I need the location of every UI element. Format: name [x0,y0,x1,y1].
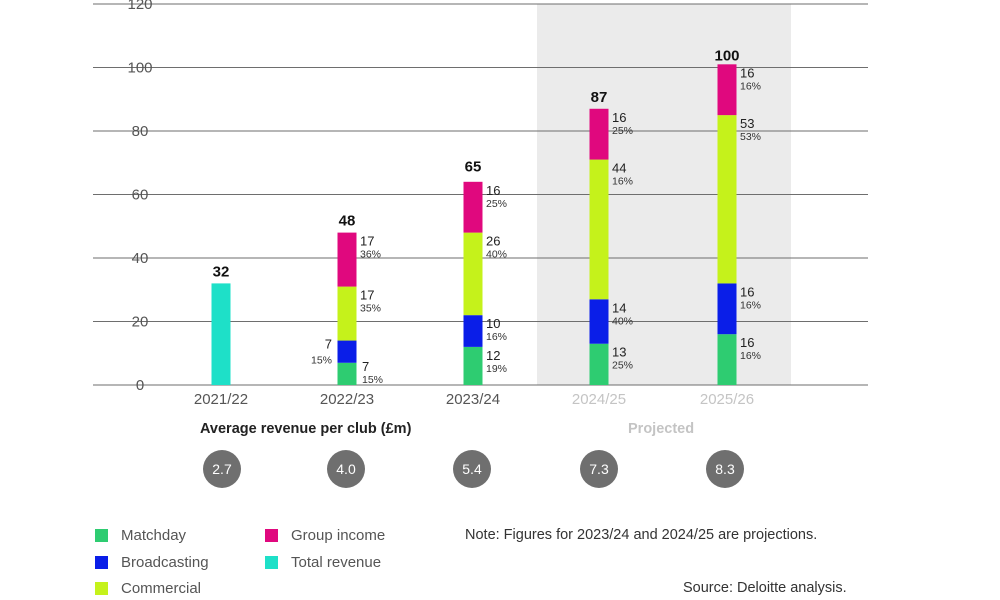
bar-commercial-2024-25 [589,159,609,300]
bar-group-income-2023-24 [463,181,483,233]
segment-value-group-income-2024-25: 16 [612,110,626,125]
projected-label: Projected [628,421,695,437]
legend-label-total-revenue: Total revenue [291,554,382,571]
segment-value-commercial-2025-26: 53 [740,116,754,131]
avg-revenue-circle-2022-23: 4.0 [327,450,365,488]
segment-percent-broadcasting-2022-23: 15% [311,355,332,367]
segment-value-commercial-2022-23: 17 [360,288,374,303]
bar-total-2022-23: 48 [339,213,356,230]
bar-matchday-2024-25 [589,343,609,385]
legend-label-group-income: Group income [291,527,386,544]
avg-revenue-circle-2024-25: 7.3 [580,450,618,488]
bar-total-2023-24: 65 [465,159,482,176]
bar-group-income-2024-25 [589,108,609,160]
bar-total-2025-26: 100 [714,48,739,65]
segment-percent-commercial-2024-25: 16% [612,176,633,188]
segment-value-group-income-2025-26: 16 [740,65,754,80]
y-tick-label-80: 80 [132,123,149,140]
legend-swatch-total-revenue [265,556,278,569]
avg-revenue-circle-2021-22: 2.7 [203,450,241,488]
segment-value-group-income-2022-23: 17 [360,234,374,249]
legend-swatch-matchday [95,529,108,542]
segment-value-matchday-2022-23: 7 [362,359,369,374]
legend-item-commercial: Commercial [95,580,201,597]
legend-label-matchday: Matchday [121,527,187,544]
bar-group-income-2022-23 [337,232,357,287]
avg-revenue-circle-2023-24: 5.4 [453,450,491,488]
legend-label-commercial: Commercial [121,580,202,597]
y-tick-label-0: 0 [136,377,144,394]
x-tick-label-2024-25: 2024/25 [572,391,626,408]
bar-matchday-2022-23 [337,362,357,385]
legend-item-total-revenue: Total revenue [265,554,381,571]
avg-revenue-circle-2025-26: 8.3 [706,450,744,488]
bar-total-2024-25: 87 [591,89,608,106]
segment-percent-matchday-2024-25: 25% [612,360,633,372]
legend-item-broadcasting: Broadcasting [95,554,209,571]
segment-percent-matchday-2022-23: 15% [362,374,383,386]
segment-value-broadcasting-2025-26: 16 [740,284,754,299]
y-tick-label-60: 60 [132,187,149,204]
bar-broadcasting-2023-24 [463,315,483,347]
y-tick-label-120: 120 [127,0,152,13]
bar-commercial-2023-24 [463,232,483,316]
segment-percent-commercial-2022-23: 35% [360,303,381,315]
y-tick-label-100: 100 [127,60,152,77]
y-tick-label-20: 20 [132,314,149,331]
segment-percent-matchday-2025-26: 16% [740,350,761,362]
segment-percent-broadcasting-2024-25: 40% [612,315,633,327]
segment-value-broadcasting-2024-25: 14 [612,300,626,315]
legend-label-broadcasting: Broadcasting [121,554,209,571]
bar-commercial-2022-23 [337,286,357,341]
segment-percent-broadcasting-2023-24: 16% [486,331,507,343]
segment-value-group-income-2023-24: 16 [486,183,500,198]
segment-value-matchday-2024-25: 13 [612,345,626,360]
bar-matchday-2025-26 [717,334,737,385]
segment-percent-commercial-2023-24: 40% [486,249,507,261]
y-tick-label-40: 40 [132,250,149,267]
stacked-bar-chart: 020406080100120322021/22715%715%1735%173… [93,0,868,408]
legend-item-matchday: Matchday [95,527,186,544]
legend-item-group-income: Group income [265,527,385,544]
bar-commercial-2025-26 [717,115,737,284]
avg-revenue-label: Average revenue per club (£m) [200,421,412,437]
segment-value-broadcasting-2022-23: 7 [325,337,332,352]
source-note: Source: Deloitte analysis. [683,580,847,596]
segment-value-matchday-2025-26: 16 [740,335,754,350]
legend-swatch-group-income [265,529,278,542]
bar-total-revenue-2021-22 [211,283,231,385]
segment-percent-broadcasting-2025-26: 16% [740,299,761,311]
projection-note: Note: Figures for 2023/24 and 2024/25 ar… [465,527,818,543]
segment-percent-matchday-2023-24: 19% [486,363,507,375]
segment-percent-group-income-2023-24: 25% [486,198,507,210]
bar-broadcasting-2025-26 [717,283,737,335]
segment-percent-group-income-2025-26: 16% [740,80,761,92]
bar-group-income-2025-26 [717,64,737,116]
x-tick-label-2025-26: 2025/26 [700,391,754,408]
x-tick-label-2021-22: 2021/22 [194,391,248,408]
segment-percent-commercial-2025-26: 53% [740,131,761,143]
x-tick-label-2023-24: 2023/24 [446,391,500,408]
segment-percent-group-income-2024-25: 25% [612,125,633,137]
segment-value-commercial-2023-24: 26 [486,234,500,249]
segment-percent-group-income-2022-23: 36% [360,249,381,261]
bar-broadcasting-2024-25 [589,299,609,344]
segment-value-commercial-2024-25: 44 [612,161,626,176]
bar-broadcasting-2022-23 [337,340,357,363]
bar-matchday-2023-24 [463,346,483,385]
segment-value-matchday-2023-24: 12 [486,348,500,363]
legend-swatch-commercial [95,582,108,595]
segment-value-broadcasting-2023-24: 10 [486,316,500,331]
bar-total-2021-22: 32 [213,263,230,280]
x-tick-label-2022-23: 2022/23 [320,391,374,408]
legend-swatch-broadcasting [95,556,108,569]
